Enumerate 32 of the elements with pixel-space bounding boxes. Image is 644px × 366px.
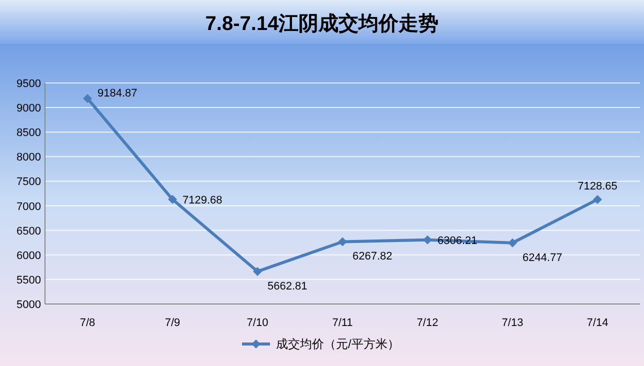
- x-tick-label: 7/9: [164, 317, 180, 329]
- data-label: 9184.87: [98, 87, 138, 100]
- point: [508, 238, 517, 248]
- data-label: 6244.77: [522, 252, 562, 264]
- y-tick-label: 6500: [16, 225, 41, 238]
- legend-label: 成交均价（元/平方米）: [276, 337, 400, 351]
- point: [168, 194, 177, 204]
- data-label: 5662.81: [268, 280, 308, 292]
- y-tick-label: 7000: [16, 200, 41, 213]
- y-tick-label: 9000: [16, 102, 41, 115]
- data-label: 6306.21: [438, 234, 478, 247]
- point: [253, 266, 262, 276]
- x-tick-label: 7/11: [332, 317, 353, 329]
- x-tick-label: 7/10: [246, 317, 268, 329]
- x-tick-label: 7/12: [416, 317, 438, 329]
- y-tick-label: 7500: [16, 176, 41, 188]
- point: [593, 194, 602, 204]
- data-label: 7129.68: [182, 194, 222, 206]
- y-tick-label: 8500: [16, 127, 41, 140]
- x-tick-label: 7/14: [586, 317, 608, 329]
- y-tick-label: 5500: [16, 274, 41, 286]
- data-label: 7128.65: [578, 180, 618, 192]
- point: [83, 94, 92, 103]
- data-label: 6267.82: [352, 250, 392, 263]
- x-tick-label: 7/8: [80, 317, 96, 329]
- y-tick-label: 6000: [16, 250, 41, 262]
- x-tick-label: 7/13: [502, 317, 524, 329]
- y-tick-label: 9500: [16, 78, 41, 90]
- point: [338, 237, 347, 246]
- chart-title: 7.8-7.14江阴成交均价走势: [205, 12, 439, 35]
- y-tick-label: 5000: [16, 299, 41, 311]
- y-tick-label: 8000: [16, 152, 41, 164]
